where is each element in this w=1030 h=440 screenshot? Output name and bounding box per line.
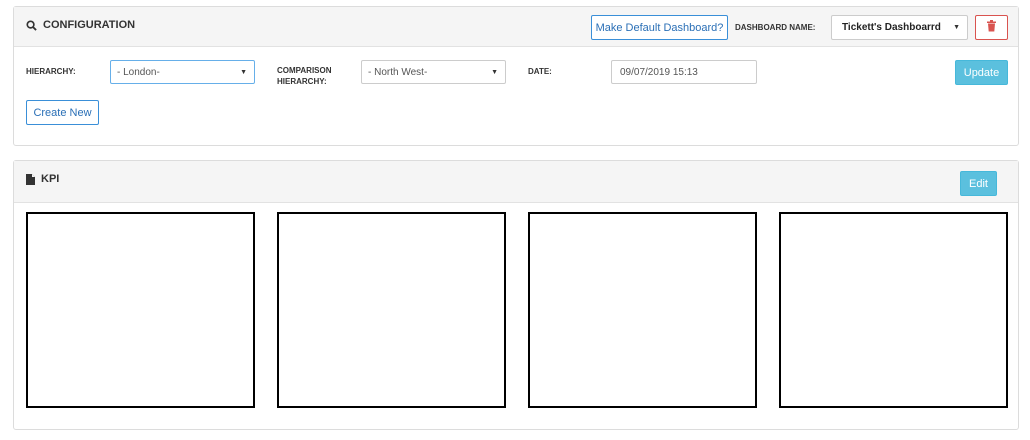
kpi-card-value: 25,312 [608,268,677,293]
chevron-down-icon: ▼ [491,69,498,76]
configuration-panel: CONFIGURATION Make Default Dashboard? DA… [13,6,1019,146]
arrow-up-icon [929,318,950,340]
arrow-down-icon [425,318,446,340]
chevron-down-icon: ▼ [953,24,960,31]
kpi-title: KPI [26,173,59,185]
kpi-header: KPI Edit [14,161,1018,203]
date-value: 09/07/2019 15:13 [620,66,698,78]
kpi-card-change: 14.73% [530,317,755,341]
dashboard-name-select[interactable]: Tickett's Dashboarrd ▼ [831,15,968,40]
dashboard-name-label: DASHBOARD NAME: [735,23,816,32]
kpi-title-text: KPI [41,173,60,185]
kpi-card-title: Best Selling 1 Year Ago [820,229,967,245]
kpi-card-value: Latte [367,268,416,293]
kpi-card-percent: -26.39% [337,317,416,340]
kpi-card-difference: -£745 [113,369,168,392]
kpi-card-number-of-orders: Number of orders 25,312 14.73% 3,249 [528,212,757,408]
configuration-title: CONFIGURATION [26,19,135,31]
kpi-card-change: 476.06% [781,317,1006,341]
kpi-card-percent: 14.73% [591,317,664,340]
arrow-down-icon [174,318,195,340]
kpi-card-difference: 3,249 [616,369,669,392]
kpi-card-title: Top Seller [360,229,423,245]
comparison-hierarchy-label: COMPARISON HIERARCHY: [277,65,332,87]
configuration-title-text: CONFIGURATION [43,19,136,31]
chevron-down-icon: ▼ [240,69,247,76]
configuration-header: CONFIGURATION Make Default Dashboard? DA… [14,7,1018,47]
kpi-card-change: -16.55% [28,317,253,341]
kpi-card-title: Revenue 1 Year Ago [76,229,205,245]
comparison-hierarchy-select[interactable]: - North West- ▼ [361,60,506,84]
kpi-card-revenue-1-year-ago: Revenue 1 Year Ago £3,756 -16.55% -£745 [26,212,255,408]
dashboard-name-value: Tickett's Dashboarrd [842,22,941,33]
make-default-dashboard-button[interactable]: Make Default Dashboard? [591,15,728,40]
kpi-card-title: Number of orders [588,229,697,245]
comparison-label-line-1: COMPARISON [277,66,332,75]
hierarchy-label: HIERARCHY: [26,67,76,76]
trash-icon [987,20,996,32]
kpi-card-change: -26.39% [279,317,504,341]
create-new-button[interactable]: Create New [26,100,99,125]
kpi-card-top-seller: Top Seller Latte -26.39% -£143.65 [277,212,506,408]
kpi-card-difference: -£143.65 [350,369,433,392]
kpi-card-value: Latte [869,268,918,293]
delete-dashboard-button[interactable] [975,15,1008,40]
kpi-card-percent: -16.55% [86,317,165,340]
hierarchy-value: - London- [117,66,160,78]
kpi-panel: KPI Edit Revenue 1 Year Ago £3,756 -16.5… [13,160,1019,430]
date-label: DATE: [528,67,552,76]
edit-kpi-button[interactable]: Edit [960,171,997,196]
kpi-card-best-selling-1-year-ago: Best Selling 1 Year Ago Latte 476.06% £3… [779,212,1008,408]
update-button[interactable]: Update [955,60,1008,85]
kpi-card-value: £3,756 [106,268,175,293]
kpi-card-difference: £331.10 [855,369,932,392]
date-input[interactable]: 09/07/2019 15:13 [611,60,757,84]
arrow-up-icon [673,318,694,340]
search-icon [26,19,37,31]
kpi-card-percent: 476.06% [837,317,920,340]
hierarchy-select[interactable]: - London- ▼ [110,60,255,84]
comparison-label-line-2: HIERARCHY: [277,77,327,86]
comparison-hierarchy-value: - North West- [368,66,428,78]
document-icon [26,173,35,185]
